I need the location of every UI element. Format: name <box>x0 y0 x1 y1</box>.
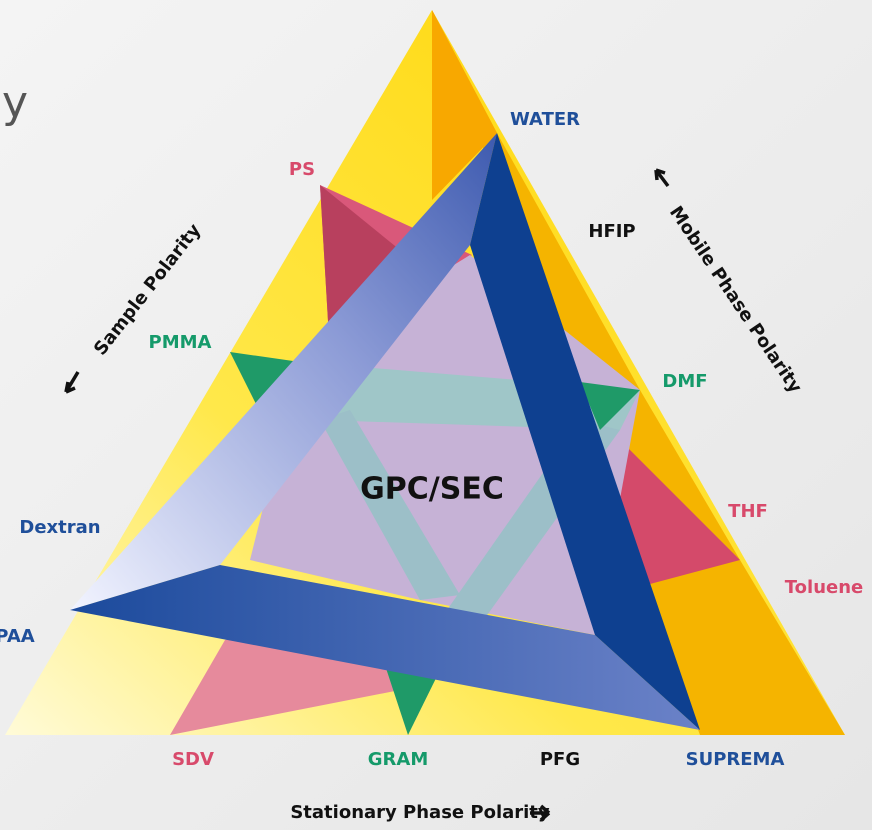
stationary-phase-label: GRAM <box>368 749 428 770</box>
stationary-phase-label: SDV <box>172 749 214 770</box>
sample-label: PS <box>289 159 315 180</box>
sample-label: Dextran <box>19 517 100 538</box>
stationary-phase-label: SUPREMA <box>686 749 785 770</box>
sample-label: PMMA <box>149 332 212 353</box>
center-label: GPC/SEC <box>360 472 504 507</box>
mobile-phase-label: THF <box>728 501 768 522</box>
title-fragment: y <box>2 77 28 128</box>
axis-label: Stationary Phase Polarity <box>290 802 550 823</box>
stationary-phase-label: PFG <box>540 749 580 770</box>
diagram: y GPC/SEC WATER HFIP DMF THF Toluene PS … <box>0 0 872 830</box>
sample-label: PAA <box>0 626 35 647</box>
mobile-phase-label: Toluene <box>785 577 863 598</box>
mobile-phase-label: DMF <box>662 371 707 392</box>
mobile-phase-label: WATER <box>510 109 580 130</box>
mobile-phase-label: HFIP <box>588 221 635 242</box>
